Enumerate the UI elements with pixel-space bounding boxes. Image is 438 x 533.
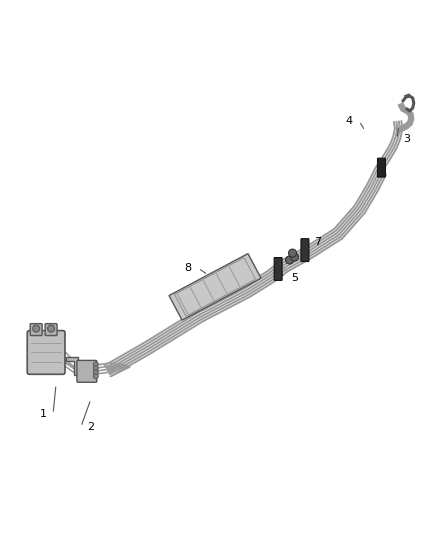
Text: 7: 7 xyxy=(314,237,321,247)
Circle shape xyxy=(93,362,98,367)
FancyBboxPatch shape xyxy=(378,158,385,177)
FancyBboxPatch shape xyxy=(301,239,309,262)
Circle shape xyxy=(93,374,98,379)
Text: 8: 8 xyxy=(185,263,192,273)
Circle shape xyxy=(48,325,55,332)
Circle shape xyxy=(290,253,298,261)
Polygon shape xyxy=(169,254,261,320)
Circle shape xyxy=(289,249,297,257)
Polygon shape xyxy=(66,358,78,375)
Text: 1: 1 xyxy=(39,409,46,419)
Circle shape xyxy=(286,256,293,264)
FancyBboxPatch shape xyxy=(77,360,97,382)
Text: 5: 5 xyxy=(291,273,298,283)
Circle shape xyxy=(93,370,98,375)
Text: 3: 3 xyxy=(403,134,410,144)
FancyBboxPatch shape xyxy=(27,330,65,374)
Text: 4: 4 xyxy=(346,116,353,126)
FancyBboxPatch shape xyxy=(45,324,57,336)
Circle shape xyxy=(93,366,98,371)
Text: 2: 2 xyxy=(87,422,94,432)
Circle shape xyxy=(33,325,40,332)
FancyBboxPatch shape xyxy=(274,257,282,280)
FancyBboxPatch shape xyxy=(30,324,42,336)
